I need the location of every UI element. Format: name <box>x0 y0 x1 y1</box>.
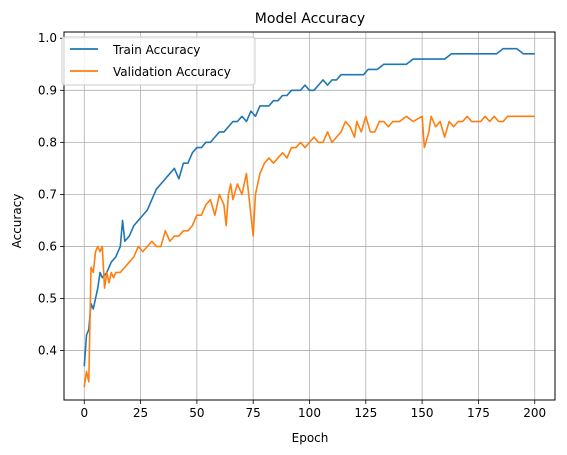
x-tick-label: 200 <box>523 406 546 420</box>
x-axis-title: Epoch <box>292 431 329 445</box>
y-tick-label: 1.0 <box>38 31 57 45</box>
y-tick-label: 0.5 <box>38 292 57 306</box>
legend-label-train: Train Accuracy <box>112 43 200 57</box>
legend: Train Accuracy Validation Accuracy <box>61 36 256 86</box>
x-tick-label: 125 <box>354 406 377 420</box>
chart-title: Model Accuracy <box>255 11 365 27</box>
series-line-validation-accuracy <box>83 115 535 388</box>
legend-label-validation: Validation Accuracy <box>113 65 231 79</box>
x-tick-label: 150 <box>411 406 434 420</box>
y-tick-label: 0.7 <box>38 187 57 201</box>
y-tick-label: 0.9 <box>38 83 57 97</box>
grid <box>64 32 555 400</box>
x-tick-label: 25 <box>133 406 148 420</box>
series-line-train-accuracy <box>83 47 535 367</box>
x-tick-label: 175 <box>467 406 490 420</box>
x-tick-label: 100 <box>298 406 321 420</box>
y-axis-title: Accuracy <box>10 194 24 249</box>
series-layer <box>83 47 535 388</box>
x-tick-label: 75 <box>246 406 261 420</box>
y-tick-label: 0.6 <box>38 239 57 253</box>
y-axis: 0.4 0.5 0.6 0.7 0.8 0.9 1.0 <box>38 31 64 358</box>
legend-box <box>61 36 256 86</box>
y-tick-label: 0.8 <box>38 135 57 149</box>
x-axis: 0 25 50 75 100 125 150 175 200 <box>80 400 546 420</box>
y-tick-label: 0.4 <box>38 344 57 358</box>
x-tick-label: 50 <box>189 406 204 420</box>
x-tick-label: 0 <box>80 406 88 420</box>
